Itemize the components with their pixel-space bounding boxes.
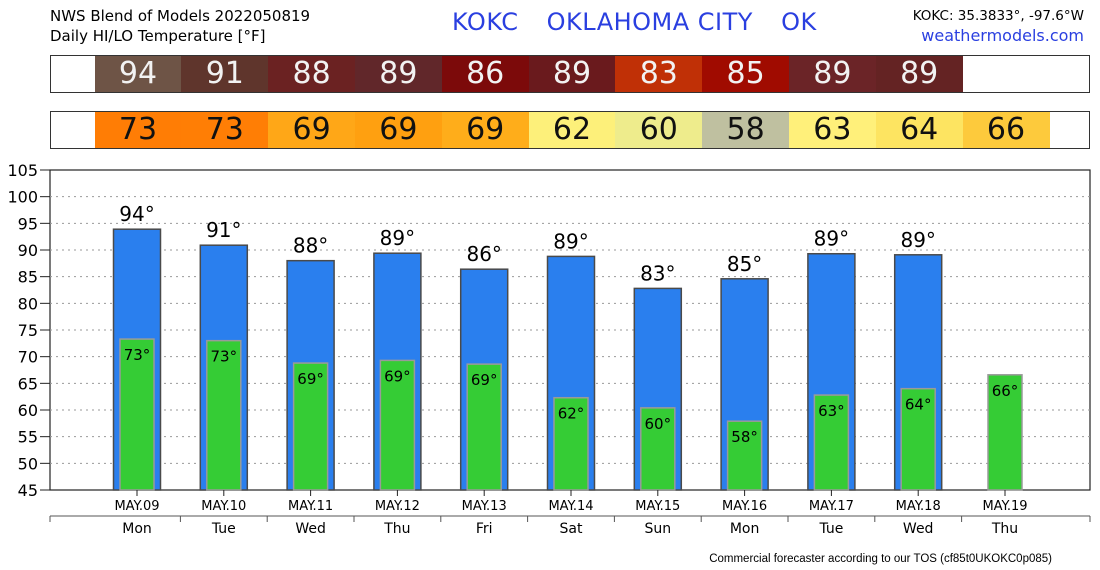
y-tick-label: 70 — [18, 348, 38, 367]
y-tick-label: 60 — [18, 401, 38, 420]
footer-note: Commercial forecaster according to our T… — [709, 553, 1052, 565]
hi-strip-cell: 89 — [788, 56, 876, 92]
y-tick-label: 45 — [18, 481, 38, 500]
hi-bar-label: 83° — [640, 261, 675, 285]
x-tick-label: MAY.19 — [982, 499, 1027, 514]
x-tick-label: MAY.14 — [548, 499, 593, 514]
day-label: Fri — [476, 521, 493, 537]
lo-bar — [119, 338, 155, 491]
station-city: OKLAHOMA CITY — [546, 8, 753, 36]
lo-bar-label: 66° — [992, 382, 1019, 400]
day-label: Mon — [122, 521, 152, 537]
header-left: NWS Blend of Models 2022050819 Daily HI/… — [50, 6, 310, 46]
lo-bar — [553, 396, 589, 491]
x-tick-label: MAY.12 — [375, 499, 420, 514]
lo-bar-label: 60° — [645, 415, 672, 433]
x-tick-label: MAY.17 — [809, 499, 854, 514]
lo-bar-label: 64° — [905, 396, 932, 414]
lo-strip-cell: 64 — [875, 112, 963, 148]
y-tick-label: 50 — [18, 454, 38, 473]
station-title: KOKC OKLAHOMA CITY OK — [452, 8, 837, 36]
y-tick-label: 85 — [18, 268, 38, 287]
x-tick-label: MAY.18 — [896, 499, 941, 514]
hi-bar-label: 89° — [553, 229, 588, 253]
lo-strip-cell: 73 — [94, 112, 182, 148]
x-tick-label: MAY.09 — [114, 499, 159, 514]
hi-strip-cell: 85 — [702, 56, 790, 92]
lo-bar-label: 73° — [124, 346, 151, 364]
y-tick-label: 90 — [18, 241, 38, 260]
day-label: Mon — [730, 521, 760, 537]
day-label: Tue — [211, 521, 236, 537]
hi-strip-cell: 89 — [875, 56, 963, 92]
chart-title: Daily HI/LO Temperature [°F] — [50, 27, 266, 45]
lo-temp-strip: 73 73 69 69 69 62 60 58 63 64 66 — [50, 111, 1090, 149]
lo-bar-label: 69° — [384, 367, 411, 385]
hi-bar-label: 89° — [900, 228, 935, 252]
lo-bar — [987, 374, 1023, 491]
lo-bar — [206, 339, 242, 491]
lo-strip-cell: 73 — [181, 112, 269, 148]
station-state: OK — [781, 8, 817, 36]
y-tick-label: 105 — [7, 161, 38, 180]
x-tick-label: MAY.13 — [462, 499, 507, 514]
lo-bar-label: 58° — [731, 428, 758, 446]
day-label: Wed — [903, 521, 934, 537]
y-tick-label: 80 — [18, 294, 38, 313]
hi-strip-cell: 94 — [94, 56, 182, 92]
lo-bar — [466, 363, 502, 491]
station-id: KOKC — [452, 8, 519, 36]
lo-bar-label: 63° — [818, 402, 845, 420]
hi-bar-label: 89° — [380, 226, 415, 250]
lo-strip-cell: 62 — [528, 112, 616, 148]
station-coords: KOKC: 35.3833°, -97.6°W — [912, 8, 1084, 24]
y-tick-label: 75 — [18, 321, 38, 340]
day-label: Thu — [383, 521, 410, 537]
lo-bar-label: 69° — [471, 371, 498, 389]
hi-strip-cell: 89 — [354, 56, 442, 92]
hi-strip-cell: 89 — [528, 56, 616, 92]
hi-temp-strip: 94 91 88 89 86 89 83 85 89 89 — [50, 55, 1090, 93]
hi-bar-label: 86° — [466, 242, 501, 266]
hi-bar-label: 94° — [119, 202, 154, 226]
hi-strip-cell: 88 — [268, 56, 356, 92]
x-tick-label: MAY.11 — [288, 499, 333, 514]
lo-strip-cell: 69 — [354, 112, 442, 148]
lo-strip-cell: 69 — [268, 112, 356, 148]
hi-bar-label: 91° — [206, 218, 241, 242]
lo-bar-label: 62° — [558, 405, 585, 423]
x-tick-label: MAY.10 — [201, 499, 246, 514]
hi-bar-label: 88° — [293, 234, 328, 258]
y-tick-label: 65 — [18, 374, 38, 393]
y-tick-label: 100 — [7, 188, 38, 207]
lo-bar-label: 73° — [211, 348, 238, 366]
hi-bar-label: 85° — [727, 252, 762, 276]
x-tick-label: MAY.15 — [635, 499, 680, 514]
model-run-title: NWS Blend of Models 2022050819 — [50, 7, 311, 25]
lo-strip-cell: 63 — [788, 112, 876, 148]
x-tick-label: MAY.16 — [722, 499, 767, 514]
lo-strip-cell: 58 — [702, 112, 790, 148]
day-label: Sun — [644, 521, 671, 537]
lo-strip-cell: 60 — [615, 112, 703, 148]
lo-strip-cell: 69 — [441, 112, 529, 148]
lo-bar-label: 69° — [297, 370, 324, 388]
hi-bar-label: 89° — [814, 227, 849, 251]
hi-strip-cell: 91 — [181, 56, 269, 92]
y-tick-label: 55 — [18, 428, 38, 447]
header-right: KOKC: 35.3833°, -97.6°W weathermodels.co… — [913, 6, 1084, 46]
website-link[interactable]: weathermodels.com — [921, 26, 1084, 45]
lo-bar — [379, 359, 416, 491]
day-label: Sat — [560, 521, 583, 537]
lo-bar — [900, 387, 936, 491]
hi-strip-cell: 83 — [615, 56, 703, 92]
y-tick-label: 95 — [18, 214, 38, 233]
lo-bar — [640, 407, 676, 491]
lo-strip-cell: 66 — [962, 112, 1050, 148]
temperature-bar-chart: 45 50 55 60 65 70 75 80 85 90 95 100 105 94° 73° MAY.09… — [7, 161, 1091, 537]
day-label: Thu — [991, 521, 1018, 537]
hi-strip-cell: 86 — [441, 56, 529, 92]
day-label: Wed — [295, 521, 326, 537]
day-label: Tue — [818, 521, 843, 537]
